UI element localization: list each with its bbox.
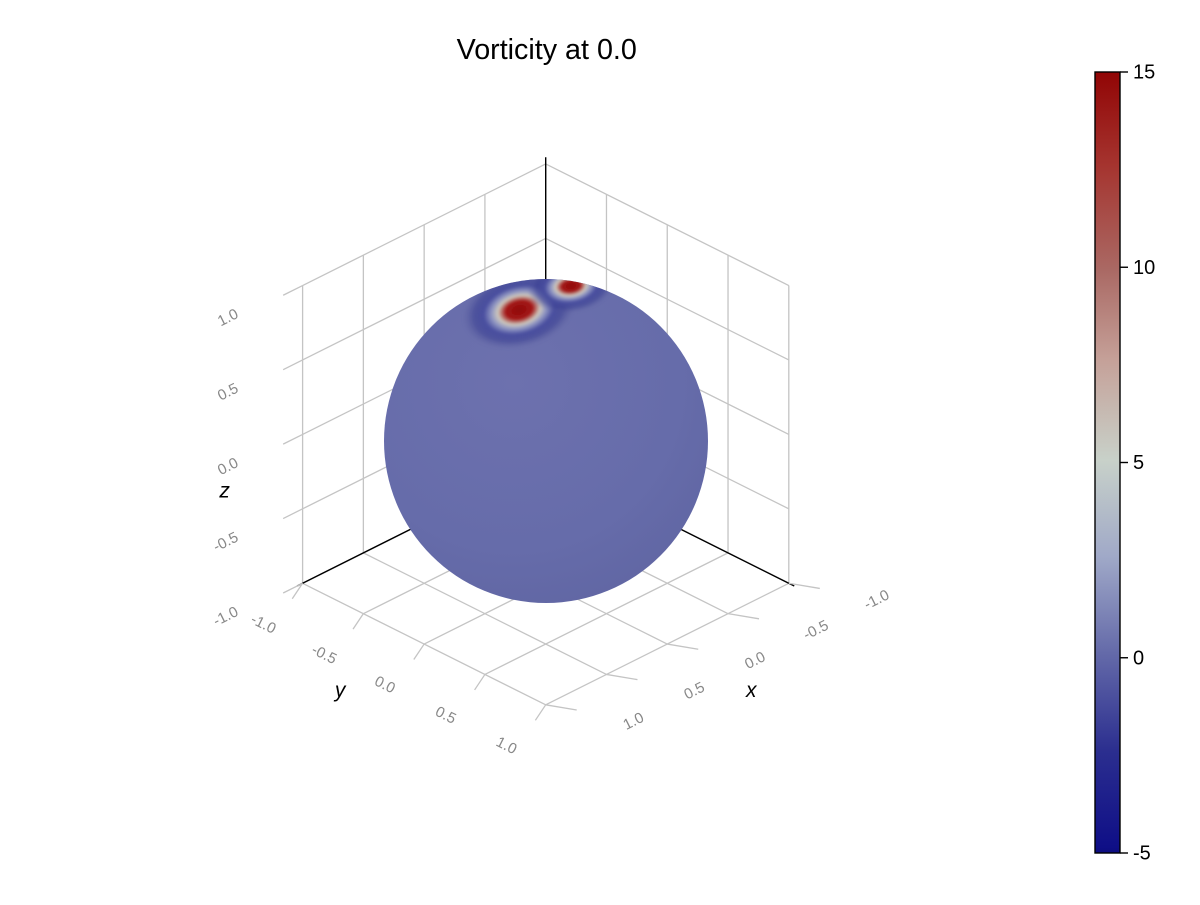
svg-text:y: y [333, 679, 347, 702]
svg-text:15: 15 [1133, 62, 1155, 84]
svg-text:0: 0 [1133, 647, 1144, 669]
svg-text:Vorticity at 0.0: Vorticity at 0.0 [457, 34, 637, 66]
svg-text:5: 5 [1133, 452, 1144, 474]
svg-text:-5: -5 [1133, 843, 1151, 865]
svg-text:z: z [218, 479, 230, 502]
svg-text:x: x [745, 679, 758, 702]
svg-text:10: 10 [1133, 257, 1155, 279]
